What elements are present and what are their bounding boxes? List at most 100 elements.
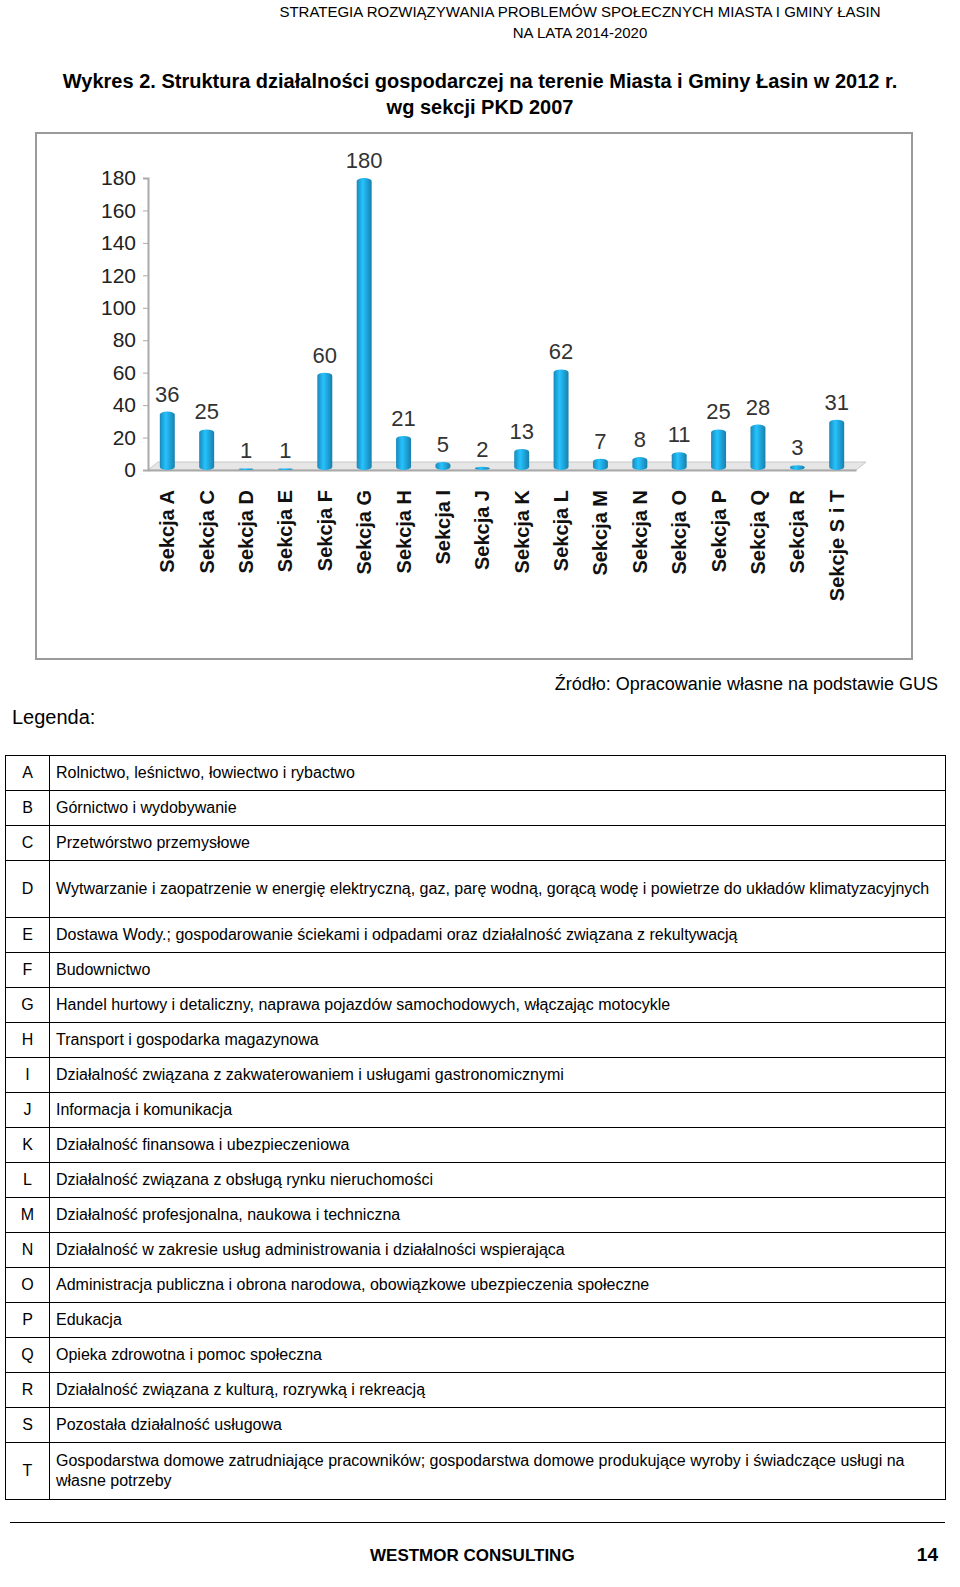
- x-tick-label: Sekcja I: [432, 490, 454, 565]
- y-tick: 0: [124, 458, 148, 481]
- x-tick: Sekcje S i T: [826, 470, 848, 601]
- bar: [475, 467, 490, 470]
- footer-rule: [10, 1522, 945, 1523]
- y-tick: 60: [113, 361, 148, 384]
- data-label: 5: [437, 432, 449, 457]
- legend-key: Q: [6, 1338, 50, 1373]
- y-tick-label: 120: [101, 264, 136, 287]
- x-tick: Sekcja E: [274, 470, 296, 572]
- x-tick: Sekcja C: [196, 470, 218, 573]
- legend-key: L: [6, 1163, 50, 1198]
- legend-key: R: [6, 1373, 50, 1408]
- y-tick-mark: [143, 210, 148, 211]
- y-axis: 020406080100120140160180: [101, 166, 149, 481]
- legend-text: Pozostała działalność usługowa: [50, 1408, 946, 1443]
- footer-page: 14: [917, 1544, 938, 1566]
- legend-text: Górnictwo i wydobywanie: [50, 791, 946, 826]
- y-tick-mark: [143, 405, 148, 406]
- legend-key: H: [6, 1023, 50, 1058]
- x-tick: Sekcja D: [235, 470, 257, 573]
- legend-row: ARolnictwo, leśnictwo, łowiectwo i rybac…: [6, 756, 946, 791]
- legend-key: S: [6, 1408, 50, 1443]
- legend-key: C: [6, 826, 50, 861]
- data-label: 28: [746, 395, 770, 420]
- legend-text: Informacja i komunikacja: [50, 1093, 946, 1128]
- legend-row: QOpieka zdrowotna i pomoc społeczna: [6, 1338, 946, 1373]
- legend-row: HTransport i gospodarka magazynowa: [6, 1023, 946, 1058]
- data-label: 21: [391, 406, 415, 431]
- bar: [239, 468, 254, 470]
- chart-frame: [36, 133, 912, 659]
- legend-key: N: [6, 1233, 50, 1268]
- legend-row: BGórnictwo i wydobywanie: [6, 791, 946, 826]
- source: Źródło: Opracowanie własne na podstawie …: [555, 674, 938, 695]
- y-tick-mark: [143, 438, 148, 439]
- x-tick-label: Sekcja R: [786, 489, 808, 573]
- y-tick-label: 160: [101, 199, 136, 222]
- y-axis-line: [143, 179, 149, 471]
- x-tick-label: Sekcja P: [708, 490, 730, 572]
- legend-text: Wytwarzanie i zaopatrzenie w energię ele…: [50, 861, 946, 918]
- x-tick: Sekcja H: [393, 470, 415, 573]
- x-tick-label: Sekcje S i T: [826, 490, 848, 601]
- y-tick: 120: [101, 264, 148, 287]
- legend-row: JInformacja i komunikacja: [6, 1093, 946, 1128]
- legend-text: Administracja publiczna i obrona narodow…: [50, 1268, 946, 1303]
- x-tick-label: Sekcja E: [274, 490, 296, 572]
- y-tick-mark: [143, 178, 148, 179]
- legend-key: M: [6, 1198, 50, 1233]
- y-tick-label: 180: [101, 166, 136, 189]
- chart-svg: 020406080100120140160180Sekcja ASekcja C…: [0, 0, 960, 680]
- x-tick-label: Sekcja N: [629, 490, 651, 573]
- x-tick: Sekcja G: [353, 470, 375, 575]
- y-tick-mark: [143, 308, 148, 309]
- legend-text: Przetwórstwo przemysłowe: [50, 826, 946, 861]
- data-label: 7: [594, 429, 606, 454]
- x-tick: Sekcja F: [314, 470, 336, 571]
- legend-text: Rolnictwo, leśnictwo, łowiectwo i rybact…: [50, 756, 946, 791]
- y-tick-label: 140: [101, 231, 136, 254]
- x-tick: Sekcja K: [511, 470, 533, 573]
- x-tick-label: Sekcja H: [393, 490, 415, 573]
- data-labels: 362511601802152136278112528331: [155, 148, 849, 463]
- x-tick-label: Sekcja J: [471, 490, 493, 570]
- legend-row: KDziałalność finansowa i ubezpieczeniowa: [6, 1128, 946, 1163]
- data-label: 8: [634, 427, 646, 452]
- legend-row: CPrzetwórstwo przemysłowe: [6, 826, 946, 861]
- x-tick: Sekcja R: [786, 470, 808, 573]
- y-tick-label: 20: [113, 426, 136, 449]
- legend-text: Działalność profesjonalna, naukowa i tec…: [50, 1198, 946, 1233]
- chart-title: Wykres 2. Struktura działalności gospoda…: [0, 70, 960, 93]
- x-tick: Sekcja O: [668, 470, 690, 575]
- data-label: 36: [155, 382, 179, 407]
- data-label: 62: [549, 339, 573, 364]
- y-tick-mark: [143, 373, 148, 374]
- bar: [435, 462, 450, 470]
- x-tick-label: Sekcja C: [196, 490, 218, 573]
- x-axis-line: [149, 470, 857, 472]
- data-label: 25: [194, 399, 218, 424]
- legend-row: RDziałalność związana z kulturą, rozrywk…: [6, 1373, 946, 1408]
- x-axis: Sekcja ASekcja CSekcja DSekcja ESekcja F…: [149, 470, 857, 601]
- legend-key: A: [6, 756, 50, 791]
- bar: [160, 412, 175, 470]
- footer-company: WESTMOR CONSULTING: [370, 1546, 575, 1566]
- bar: [829, 420, 844, 470]
- y-tick-mark: [143, 275, 148, 276]
- legend-key: E: [6, 918, 50, 953]
- bar: [514, 449, 529, 470]
- legend-text: Budownictwo: [50, 953, 946, 988]
- legend-text: Edukacja: [50, 1303, 946, 1338]
- header-title: STRATEGIA ROZWIĄZYWANIA PROBLEMÓW SPOŁEC…: [0, 3, 960, 20]
- legend-text: Działalność związana z obsługą rynku nie…: [50, 1163, 946, 1198]
- x-tick-label: Sekcja K: [511, 489, 533, 573]
- bar: [317, 373, 332, 470]
- bar: [554, 369, 569, 470]
- y-tick-label: 80: [113, 328, 136, 351]
- data-label: 2: [476, 437, 488, 462]
- legend-key: T: [6, 1443, 50, 1500]
- legend-key: B: [6, 791, 50, 826]
- legend-text: Handel hurtowy i detaliczny, naprawa poj…: [50, 988, 946, 1023]
- legend-key: F: [6, 953, 50, 988]
- data-label: 60: [313, 343, 337, 368]
